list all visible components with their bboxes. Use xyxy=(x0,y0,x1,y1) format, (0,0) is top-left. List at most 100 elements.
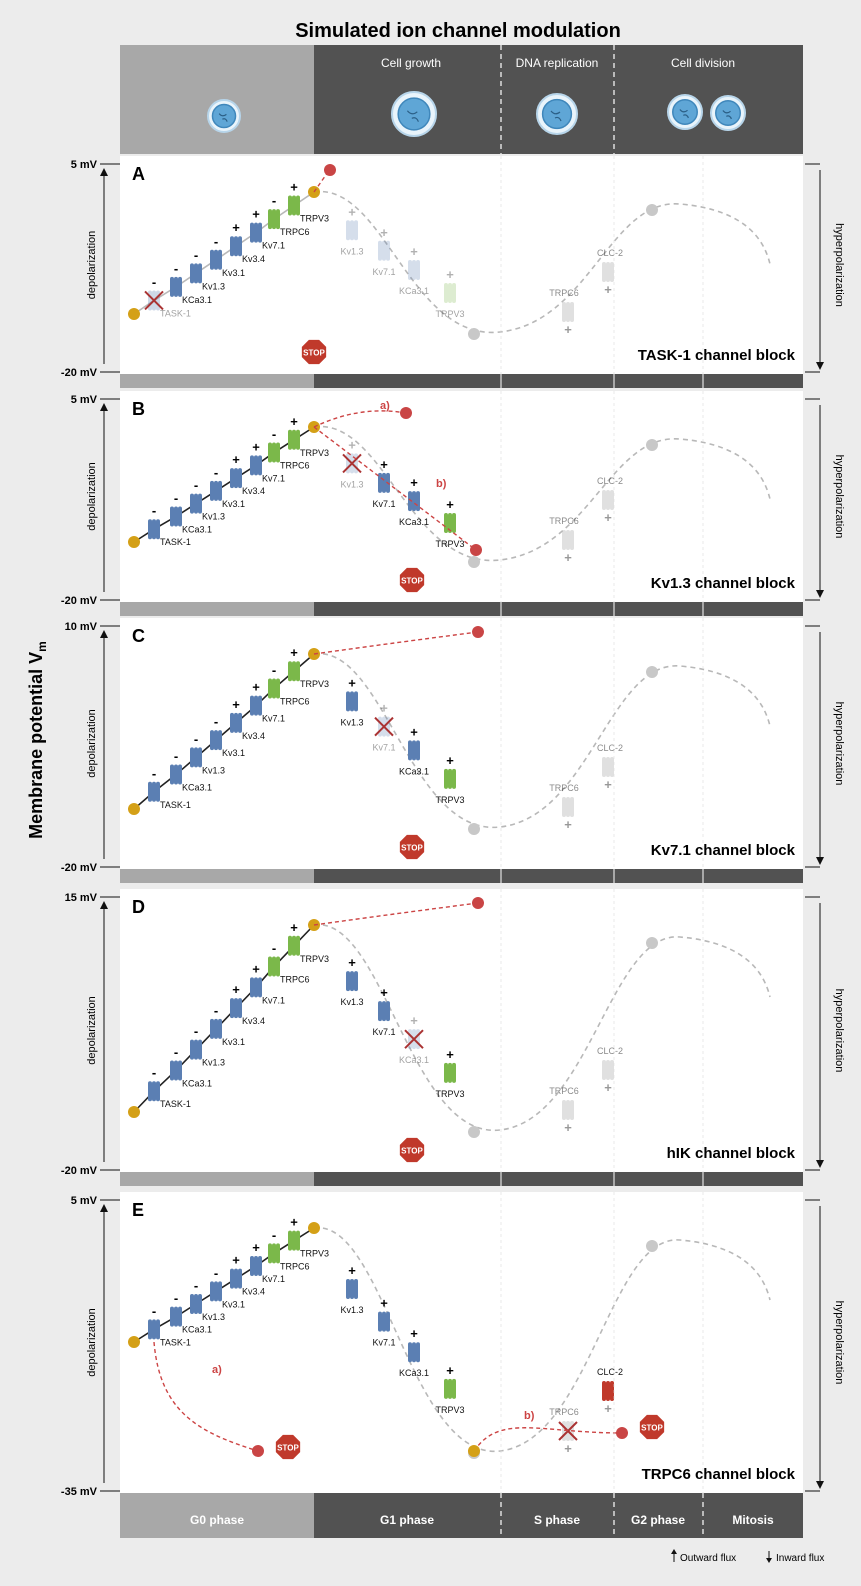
channel-subunit xyxy=(386,716,390,737)
minus-sign: - xyxy=(174,1291,178,1306)
channel-subunit xyxy=(148,519,152,540)
channel-TASK-1 xyxy=(148,1081,160,1102)
channel-subunit xyxy=(570,1100,574,1120)
channel-subunit xyxy=(276,956,280,977)
channel-subunit xyxy=(258,455,262,476)
panel-background xyxy=(120,391,803,602)
plus-sign: + xyxy=(604,777,612,792)
channel-Kv1.3 xyxy=(346,220,358,241)
channel-subunit xyxy=(562,1100,566,1120)
depolarization-label: depolarization xyxy=(86,231,98,300)
arrow-head xyxy=(100,901,108,909)
channel-label: Kv7.1 xyxy=(372,1027,395,1037)
minus-sign: - xyxy=(152,1065,156,1080)
channel-label: Kv1.3 xyxy=(340,1305,363,1315)
channel-label: CLC-2 xyxy=(597,1367,623,1377)
channel-subunit xyxy=(606,490,610,510)
channel-subunit xyxy=(148,290,152,311)
channel-subunit xyxy=(378,240,382,261)
channel-subunit xyxy=(170,1060,174,1081)
end-marker xyxy=(472,897,484,909)
blocked-path-b xyxy=(473,1427,623,1452)
panel-background xyxy=(120,889,803,1172)
minus-sign: - xyxy=(214,1265,218,1280)
channel-label: Kv1.3 xyxy=(202,281,225,291)
channel-Kv1.3 xyxy=(190,1294,202,1314)
minus-sign: - xyxy=(272,662,276,677)
plus-sign: + xyxy=(564,322,572,337)
plus-sign: + xyxy=(410,475,418,490)
channel-subunit xyxy=(602,1381,606,1401)
stage-cell-growth: Cell growth xyxy=(381,56,441,70)
panel-letter: D xyxy=(132,897,145,917)
channel-label: Kv7.1 xyxy=(262,473,285,483)
channel-subunit xyxy=(562,302,566,322)
block-cross xyxy=(342,453,362,474)
phase-strip-cycle xyxy=(314,602,803,616)
phase-strip-g0 xyxy=(120,869,314,883)
plus-sign: + xyxy=(564,1441,572,1456)
hyperpolarization-label: hyperpolarization xyxy=(833,1301,845,1385)
channel-subunit xyxy=(272,209,276,230)
channel-label: Kv7.1 xyxy=(372,267,395,277)
channel-Kv7.1 xyxy=(378,1001,390,1022)
minus-sign: - xyxy=(174,490,178,505)
channel-subunit xyxy=(412,259,416,280)
channel-Kv3.1 xyxy=(210,1281,222,1302)
channel-Kv3.4 xyxy=(230,468,242,489)
channel-subunit xyxy=(606,262,610,282)
channel-subunit xyxy=(152,519,156,540)
channel-subunit xyxy=(416,740,420,761)
channel-subunit xyxy=(174,506,178,527)
blocked-path-a xyxy=(313,410,407,428)
channel-subunit xyxy=(230,236,234,257)
channel-label: TASK-1 xyxy=(160,308,191,318)
channel-subunit xyxy=(602,262,606,282)
channel-Kv7.1 xyxy=(378,1311,390,1332)
channel-label: TRPC6 xyxy=(280,1261,310,1271)
figure-title: Simulated ion channel modulation xyxy=(295,20,621,42)
end-marker-a xyxy=(400,407,412,419)
channel-label: TRPV3 xyxy=(300,1249,329,1259)
depolarization-label: depolarization xyxy=(86,462,98,531)
channel-TRPV3 xyxy=(288,935,300,956)
channel-Kv3.1 xyxy=(210,480,222,501)
channel-label: TRPC6 xyxy=(549,783,579,793)
channel-subunit xyxy=(610,262,614,282)
channel-subunit xyxy=(602,1060,606,1080)
channel-subunit xyxy=(210,1281,214,1302)
channel-TRPV3 xyxy=(444,283,456,304)
channel-subunit xyxy=(230,1268,234,1289)
panel-letter: A xyxy=(132,164,145,184)
channel-Kv1.3 xyxy=(190,493,202,514)
plus-sign: + xyxy=(252,1240,260,1255)
annotation-b: b) xyxy=(436,478,447,490)
plus-sign: + xyxy=(604,1401,612,1416)
panel-C: 10 mV -20 mV depolarization hyperpolarizati… xyxy=(61,618,845,883)
phase-strip-cycle xyxy=(314,1172,803,1186)
channel-Kv7.1 xyxy=(250,222,262,243)
channel-label: KCa3.1 xyxy=(399,766,429,776)
channel-label: KCa3.1 xyxy=(182,783,212,793)
channel-subunit xyxy=(218,1281,222,1302)
channel-label: CLC-2 xyxy=(597,248,623,258)
cell-division-2 xyxy=(710,95,746,131)
channel-subunit xyxy=(198,263,202,284)
channel-label: TRPV3 xyxy=(435,309,464,319)
channel-subunit xyxy=(602,490,606,510)
channel-subunit xyxy=(214,480,218,501)
plus-sign: + xyxy=(232,452,240,467)
minus-sign: - xyxy=(272,193,276,208)
channel-label: TRPC6 xyxy=(280,696,310,706)
channel-TRPC6 xyxy=(562,530,574,550)
plus-sign: + xyxy=(446,497,454,512)
g2-marker xyxy=(646,666,658,678)
start-marker xyxy=(128,1336,140,1348)
channel-TRPV3 xyxy=(444,1062,456,1083)
channel-subunit xyxy=(416,491,420,512)
channel-subunit xyxy=(416,1342,420,1363)
vmax-label: 5 mV xyxy=(71,159,98,171)
channel-label: TRPC6 xyxy=(549,1407,579,1417)
channel-label: TASK-1 xyxy=(160,1099,191,1109)
channel-TRPV3 xyxy=(288,1230,300,1251)
